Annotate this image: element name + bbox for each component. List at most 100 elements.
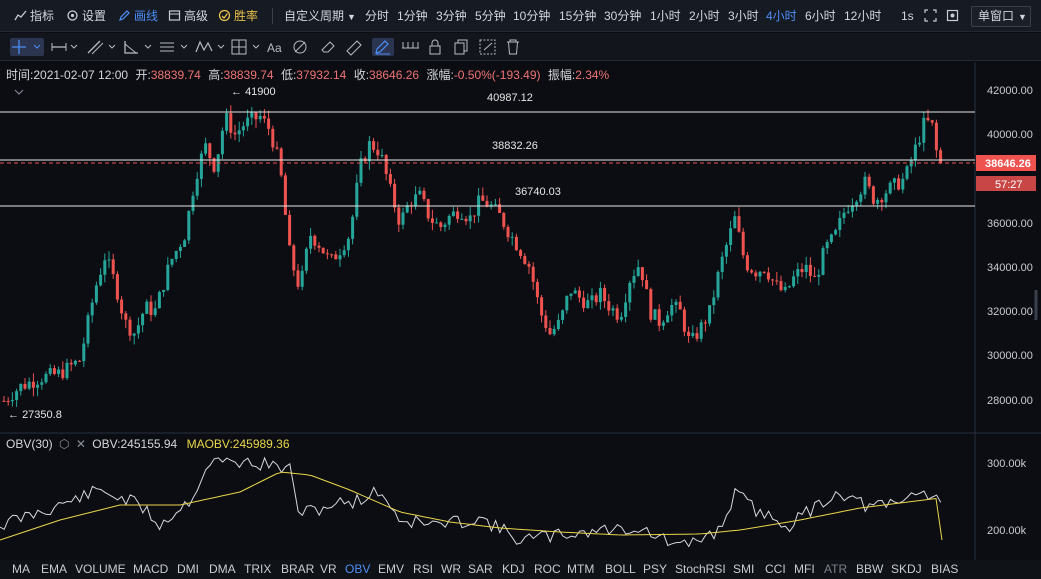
magnet-icon[interactable]	[400, 38, 420, 56]
interval-label[interactable]: 1s	[901, 9, 914, 23]
horizontal-line-icon[interactable]	[50, 38, 80, 56]
tab-dma[interactable]: DMA	[209, 562, 236, 576]
period-tab[interactable]: 3分钟	[436, 9, 467, 23]
candle-body	[624, 302, 628, 317]
tab-macd[interactable]: MACD	[133, 562, 169, 576]
text-icon[interactable]: Aa	[266, 38, 286, 56]
close-icon[interactable]: ✕	[75, 437, 86, 451]
settings-icon[interactable]: ⬡	[59, 437, 70, 451]
tab-roc[interactable]: ROC	[534, 562, 561, 576]
trash-icon[interactable]	[504, 38, 522, 56]
tab-mfi[interactable]: MFI	[794, 562, 815, 576]
period-tab[interactable]: 15分钟	[559, 9, 597, 23]
tab-volume[interactable]: VOLUME	[75, 562, 126, 576]
fullscreen-button[interactable]	[924, 8, 940, 24]
visibility-icon[interactable]	[478, 38, 498, 56]
tab-cci[interactable]: CCI	[765, 562, 786, 576]
fibonacci-icon[interactable]	[290, 38, 310, 56]
period-tab[interactable]: 12小时	[844, 9, 882, 23]
eraser-icon[interactable]	[318, 38, 338, 56]
tab-rsi[interactable]: RSI	[413, 562, 434, 576]
period-tab[interactable]: 5分钟	[475, 9, 506, 23]
tab-trix[interactable]: TRIX	[244, 562, 272, 576]
candle-body	[762, 271, 766, 273]
price-tick: 30000.00	[987, 350, 1033, 362]
tab-dmi[interactable]: DMI	[177, 562, 199, 576]
period-tab[interactable]: 10分钟	[513, 9, 551, 23]
period-tab-active[interactable]: 4小时	[766, 9, 797, 23]
candle-body	[510, 236, 514, 238]
candle-body	[758, 271, 762, 277]
tab-mtm[interactable]: MTM	[567, 562, 595, 576]
tab-atr[interactable]: ATR	[824, 562, 848, 576]
collapse-chevron-icon[interactable]	[14, 89, 24, 95]
draw-button[interactable]: 画线	[118, 8, 158, 24]
open-value: 38839.74	[150, 68, 201, 82]
ruler-icon[interactable]	[344, 38, 364, 56]
tab-brar[interactable]: BRAR	[281, 562, 315, 576]
price-tick: 28000.00	[987, 395, 1033, 407]
candle-body	[48, 368, 52, 374]
period-tab[interactable]: 2小时	[689, 9, 720, 23]
settings-button[interactable]: 设置	[66, 8, 106, 24]
angle-icon[interactable]	[122, 38, 154, 56]
top-bar: 指标 设置 画线 高级 胜率 自定义周期 ▼ 分时 1分钟 3分钟 5分钟 10分…	[0, 0, 1041, 32]
period-tab[interactable]: 6小时	[805, 9, 836, 23]
period-tab[interactable]: 30分钟	[604, 9, 642, 23]
copy-icon[interactable]	[452, 38, 470, 56]
lock-icon[interactable]	[426, 38, 444, 56]
candle-body	[829, 234, 833, 243]
tab-wr[interactable]: WR	[441, 562, 461, 576]
candle-body	[191, 195, 195, 211]
tab-bbw[interactable]: BBW	[856, 562, 884, 576]
candle-body	[531, 266, 535, 282]
tab-smi[interactable]: SMI	[733, 562, 755, 576]
layout-icon	[168, 10, 181, 21]
candle-body	[905, 166, 909, 179]
tab-bias[interactable]: BIAS	[931, 562, 959, 576]
custom-period-select[interactable]: 自定义周期 ▼	[284, 9, 356, 23]
candle-body	[569, 293, 573, 296]
candle-body	[636, 267, 640, 277]
candle-body	[2, 400, 6, 402]
candle-body	[724, 244, 728, 257]
tab-emv[interactable]: EMV	[378, 562, 405, 576]
parallel-lines-icon[interactable]	[158, 38, 190, 56]
candle-body	[300, 270, 304, 287]
advanced-button[interactable]: 高级	[168, 8, 208, 24]
indicators-button[interactable]: 指标	[14, 8, 54, 24]
winrate-button[interactable]: 胜率	[218, 8, 258, 24]
grid-icon[interactable]	[230, 38, 262, 56]
trend-line-icon[interactable]	[86, 38, 118, 56]
candle-body	[208, 143, 212, 159]
tab-kdj[interactable]: KDJ	[502, 562, 525, 576]
candle-body	[720, 256, 724, 272]
tab-psy[interactable]: PSY	[643, 562, 668, 576]
tab-skdj[interactable]: SKDJ	[891, 562, 922, 576]
tab-obv[interactable]: OBV	[345, 562, 371, 576]
chevron-down-icon: ▼	[347, 12, 356, 22]
window-mode-select[interactable]: 单窗口 ▼	[971, 6, 1031, 27]
candle-body	[69, 362, 73, 365]
period-tab[interactable]: 1分钟	[397, 9, 428, 23]
candle-body	[611, 308, 615, 311]
candlestick-chart[interactable]: 40987.12 38832.26 36740.03 ← 41900 ← 273…	[0, 0, 1041, 560]
period-tab[interactable]: 3小时	[728, 9, 759, 23]
tab-vr[interactable]: VR	[320, 562, 337, 576]
candle-body	[834, 229, 838, 235]
crosshair-icon[interactable]	[10, 38, 44, 56]
period-tab[interactable]: 分时	[365, 9, 390, 23]
tab-ma[interactable]: MA	[12, 562, 30, 576]
tab-ema[interactable]: EMA	[41, 562, 68, 576]
wave-icon[interactable]	[194, 38, 228, 56]
draw-mode-icon[interactable]	[372, 38, 394, 56]
period-tab[interactable]: 1小时	[650, 9, 681, 23]
candle-body	[405, 205, 409, 213]
candle-body	[376, 149, 380, 156]
tab-sar[interactable]: SAR	[468, 562, 493, 576]
candle-body	[418, 190, 422, 195]
tab-stochrsi[interactable]: StochRSI	[675, 562, 726, 576]
candle-body	[598, 287, 602, 303]
screenshot-button[interactable]	[946, 8, 962, 24]
tab-boll[interactable]: BOLL	[605, 562, 636, 576]
